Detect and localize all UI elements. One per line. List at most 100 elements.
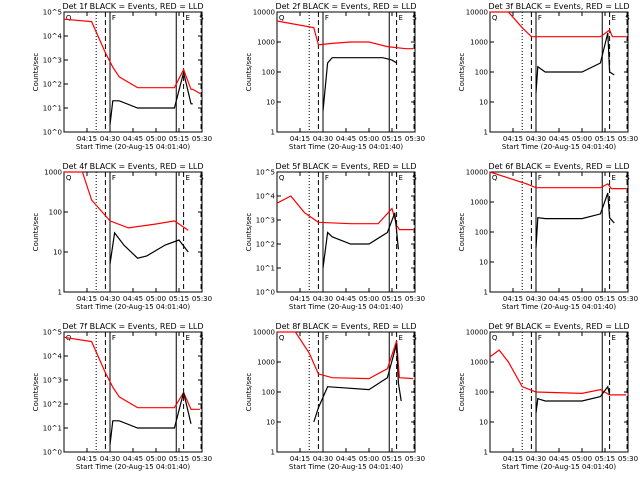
x-tick-label: 04:15 — [290, 135, 310, 143]
phase-marker-label: E — [185, 334, 189, 342]
events-series-line — [322, 212, 399, 269]
lld-series-line — [276, 195, 414, 231]
phase-marker-label: Q — [279, 174, 285, 182]
x-tick-label: 04:30 — [313, 135, 333, 143]
phase-marker-label: S — [412, 334, 417, 342]
x-tick-label: 05:30 — [192, 455, 212, 463]
x-tick-label: 04:15 — [503, 295, 523, 303]
phase-marker-label: E — [398, 14, 402, 22]
plot-frame — [489, 171, 629, 293]
x-tick-label: 04:45 — [549, 295, 569, 303]
y-tick-label: 100 — [475, 389, 488, 397]
x-tick-label: 04:15 — [503, 455, 523, 463]
panel-title: Det 2f BLACK = Events, RED = LLD — [275, 2, 416, 11]
x-axis-label: Start Time (20-Aug-15 04:01:40) — [76, 143, 190, 151]
x-tick-label: 05:15 — [382, 455, 402, 463]
y-tick-label: 10^3 — [43, 57, 62, 65]
y-tick-label: 10000 — [253, 9, 275, 17]
panel-title: Det 7f BLACK = Events, RED = LLD — [62, 322, 203, 331]
x-axis-label: Start Time (20-Aug-15 04:01:40) — [289, 143, 403, 151]
x-tick-label: 04:30 — [313, 295, 333, 303]
y-tick-label: 10000 — [466, 169, 488, 177]
x-tick-label: 04:45 — [336, 135, 356, 143]
y-tick-label: 10^5 — [43, 329, 62, 337]
y-tick-label: 10^4 — [43, 353, 63, 361]
phase-marker-label: E — [185, 174, 189, 182]
y-tick-label: 10000 — [466, 329, 488, 337]
x-tick-label: 05:30 — [405, 455, 425, 463]
y-tick-label: 10000 — [253, 329, 275, 337]
phase-marker-label: Q — [279, 14, 285, 22]
events-series-line — [109, 392, 192, 445]
y-tick-label: 100 — [262, 69, 275, 77]
x-tick-label: 05:15 — [595, 135, 615, 143]
lld-series-line — [489, 349, 627, 396]
x-tick-label: 05:30 — [405, 135, 425, 143]
y-axis-label: Counts/sec — [245, 373, 253, 412]
x-tick-label: 05:15 — [382, 135, 402, 143]
panel-title: Det 3f BLACK = Events, RED = LLD — [488, 2, 629, 11]
lld-series-line — [63, 336, 201, 410]
events-series-line — [109, 72, 193, 125]
y-tick-label: 1000 — [257, 359, 275, 367]
x-tick-label: 05:15 — [169, 455, 189, 463]
x-tick-label: 05:15 — [382, 295, 402, 303]
x-tick-label: 05:15 — [595, 295, 615, 303]
events-series-line — [109, 231, 189, 265]
x-tick-label: 05:15 — [169, 295, 189, 303]
x-tick-label: 05:00 — [146, 455, 166, 463]
plot-frame — [276, 331, 416, 453]
x-axis-label: Start Time (20-Aug-15 04:01:40) — [76, 463, 190, 471]
x-axis-label: Start Time (20-Aug-15 04:01:40) — [502, 143, 616, 151]
y-tick-label: 10^2 — [43, 81, 62, 89]
phase-marker-label: E — [185, 14, 189, 22]
phase-marker-label: F — [325, 14, 329, 22]
x-tick-label: 04:30 — [100, 295, 120, 303]
y-tick-label: 10^2 — [43, 401, 62, 409]
y-tick-label: 10^3 — [43, 377, 62, 385]
lld-series-line — [277, 331, 414, 380]
phase-marker-label: E — [611, 14, 615, 22]
phase-marker-label: S — [625, 334, 630, 342]
phase-marker-label: Q — [492, 334, 498, 342]
y-tick-label: 10 — [266, 99, 275, 107]
x-tick-label: 05:00 — [572, 295, 592, 303]
x-tick-label: 04:15 — [290, 295, 310, 303]
y-tick-label: 1000 — [470, 39, 488, 47]
x-tick-label: 05:00 — [359, 455, 379, 463]
y-tick-label: 1000 — [470, 199, 488, 207]
x-axis-label: Start Time (20-Aug-15 04:01:40) — [76, 303, 190, 311]
y-axis-label: Counts/sec — [32, 213, 40, 252]
y-axis-label: Counts/sec — [245, 213, 253, 252]
y-tick-label: 10 — [479, 419, 488, 427]
y-tick-label: 1 — [484, 289, 488, 297]
phase-marker-label: E — [398, 334, 402, 342]
x-tick-label: 05:00 — [146, 135, 166, 143]
panel-title: Det 9f BLACK = Events, RED = LLD — [488, 322, 629, 331]
y-tick-label: 10^4 — [256, 193, 276, 201]
y-axis-label: Counts/sec — [458, 373, 466, 412]
panel-title: Det 1f BLACK = Events, RED = LLD — [62, 2, 203, 11]
y-tick-label: 10^0 — [43, 129, 62, 137]
y-tick-label: 100 — [49, 209, 62, 217]
y-tick-label: 1 — [271, 129, 275, 137]
phase-marker-label: F — [538, 14, 542, 22]
phase-marker-label: Q — [279, 334, 285, 342]
events-series-line — [535, 385, 611, 414]
x-tick-label: 05:00 — [572, 455, 592, 463]
y-tick-label: 1 — [484, 449, 488, 457]
phase-marker-label: F — [112, 334, 116, 342]
x-tick-label: 04:15 — [77, 135, 97, 143]
x-tick-label: 04:45 — [336, 295, 356, 303]
x-tick-label: 04:45 — [123, 135, 143, 143]
x-tick-label: 04:45 — [549, 455, 569, 463]
x-tick-label: 04:30 — [526, 295, 546, 303]
x-tick-label: 05:30 — [405, 295, 425, 303]
lld-series-line — [276, 20, 414, 50]
x-tick-label: 04:15 — [77, 455, 97, 463]
x-axis-label: Start Time (20-Aug-15 04:01:40) — [289, 463, 403, 471]
x-axis-label: Start Time (20-Aug-15 04:01:40) — [502, 303, 616, 311]
plot-frame — [63, 11, 203, 133]
events-series-line — [535, 32, 615, 94]
y-tick-label: 1 — [58, 289, 62, 297]
